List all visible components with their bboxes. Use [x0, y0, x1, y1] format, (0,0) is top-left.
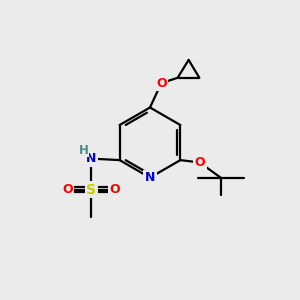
Text: O: O	[194, 156, 205, 169]
Text: O: O	[156, 76, 166, 90]
Text: H: H	[79, 144, 89, 157]
Text: N: N	[145, 171, 155, 184]
Text: O: O	[110, 183, 121, 196]
Text: S: S	[86, 183, 96, 197]
Text: N: N	[86, 152, 97, 165]
Text: O: O	[62, 183, 73, 196]
